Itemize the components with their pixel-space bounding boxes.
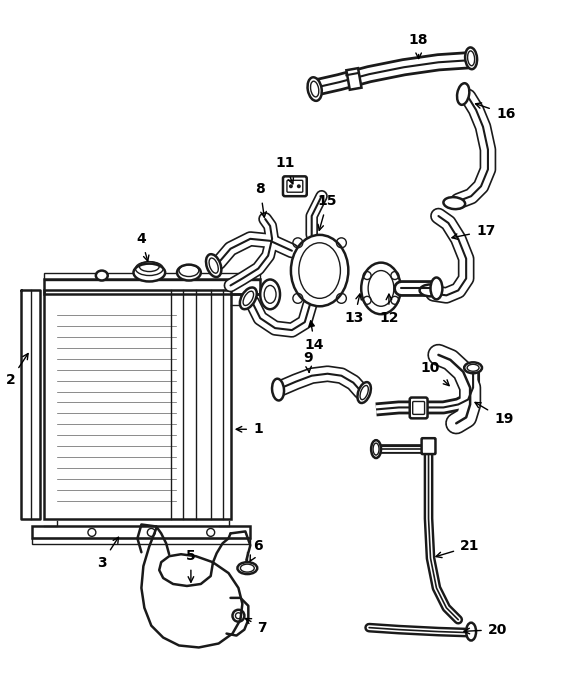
Text: 8: 8 bbox=[256, 182, 266, 218]
Text: 12: 12 bbox=[379, 294, 399, 325]
Circle shape bbox=[289, 184, 293, 188]
Ellipse shape bbox=[272, 379, 284, 401]
Bar bbox=[44, 279, 260, 294]
Text: 1: 1 bbox=[236, 422, 263, 437]
Ellipse shape bbox=[240, 288, 257, 309]
Ellipse shape bbox=[464, 362, 482, 373]
Text: 10: 10 bbox=[421, 361, 449, 386]
Ellipse shape bbox=[371, 440, 381, 458]
Ellipse shape bbox=[444, 197, 465, 209]
Text: 4: 4 bbox=[136, 232, 149, 261]
Bar bbox=[44, 290, 230, 519]
Ellipse shape bbox=[466, 623, 476, 641]
FancyBboxPatch shape bbox=[422, 438, 435, 454]
Circle shape bbox=[297, 184, 301, 188]
Text: 9: 9 bbox=[303, 351, 312, 372]
Bar bbox=[33, 526, 251, 539]
Ellipse shape bbox=[431, 277, 443, 299]
Ellipse shape bbox=[457, 83, 470, 105]
Text: 11: 11 bbox=[275, 156, 294, 184]
Ellipse shape bbox=[358, 382, 371, 403]
Text: 18: 18 bbox=[409, 33, 428, 58]
FancyBboxPatch shape bbox=[283, 176, 307, 197]
Ellipse shape bbox=[96, 271, 108, 280]
Text: 21: 21 bbox=[436, 539, 480, 558]
Ellipse shape bbox=[307, 78, 322, 101]
Text: 7: 7 bbox=[245, 619, 267, 634]
Text: 5: 5 bbox=[186, 549, 196, 582]
Ellipse shape bbox=[291, 235, 348, 306]
Text: 6: 6 bbox=[250, 539, 263, 561]
Text: 3: 3 bbox=[97, 537, 118, 570]
Text: 15: 15 bbox=[318, 194, 337, 231]
Ellipse shape bbox=[206, 254, 221, 277]
Text: 20: 20 bbox=[464, 623, 507, 636]
Text: 13: 13 bbox=[345, 294, 364, 325]
Text: 2: 2 bbox=[6, 354, 28, 387]
FancyBboxPatch shape bbox=[410, 398, 427, 418]
Ellipse shape bbox=[260, 279, 280, 309]
Ellipse shape bbox=[419, 284, 441, 296]
Bar bbox=[44, 273, 260, 280]
Text: 19: 19 bbox=[475, 403, 513, 426]
Ellipse shape bbox=[238, 562, 257, 574]
Text: 14: 14 bbox=[305, 321, 324, 352]
Ellipse shape bbox=[361, 262, 401, 314]
Ellipse shape bbox=[465, 48, 477, 69]
Ellipse shape bbox=[133, 264, 165, 282]
Bar bbox=[33, 539, 251, 544]
Bar bbox=[346, 68, 361, 90]
Text: 17: 17 bbox=[452, 224, 495, 239]
Ellipse shape bbox=[177, 265, 201, 280]
Text: 16: 16 bbox=[476, 103, 516, 121]
